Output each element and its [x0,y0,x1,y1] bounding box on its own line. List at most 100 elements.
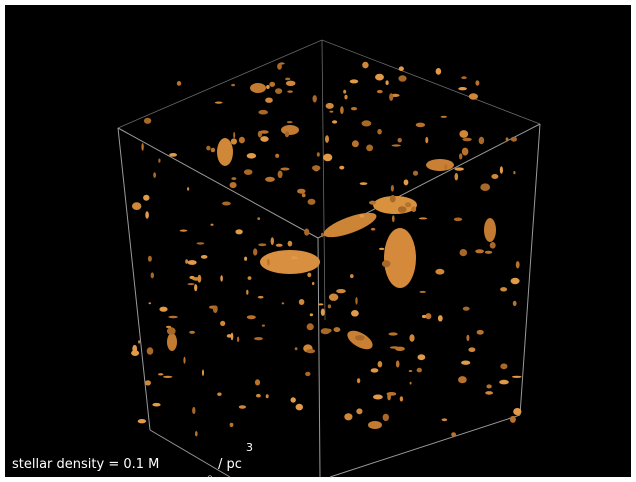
speck [141,143,144,151]
speck [152,402,161,407]
speck [229,182,237,189]
speck [362,61,369,69]
speck [459,153,463,160]
speck [187,260,197,265]
speck [318,303,324,306]
speck [217,392,222,396]
speck [480,183,491,191]
speck [475,249,484,254]
speck [453,217,463,222]
caption-superscript: 3 [246,441,253,454]
cube-edge [519,123,541,416]
speck [287,90,293,93]
speck [169,153,178,157]
speck [301,193,306,198]
speck [512,300,517,307]
speck [257,295,264,299]
speck [306,349,316,354]
speck [323,153,333,162]
speck [159,306,168,312]
speck [168,315,178,319]
speck [329,110,334,113]
speck [408,370,413,372]
speck [138,340,141,344]
speck [285,77,291,81]
speck [373,394,383,400]
speck [275,88,283,94]
cube-edge [149,429,231,478]
speck [176,81,182,86]
speck [361,120,372,127]
cube-edge [321,39,326,321]
speck [144,380,151,386]
speck [290,256,298,260]
speck [287,240,293,247]
speck [256,393,261,398]
speck [370,227,376,231]
speck [466,334,470,342]
speck [137,419,147,424]
speck [258,243,267,247]
speck [511,375,522,378]
speck [355,335,365,341]
speck [195,431,198,437]
speck [486,384,492,389]
speck [489,242,496,249]
speck [389,346,399,349]
speck [462,137,472,142]
speck [350,274,354,279]
speck [468,93,478,100]
speck [298,299,305,305]
speck [510,136,517,142]
speck [377,128,382,135]
speck [332,120,338,124]
speck [344,94,348,100]
speck [189,330,196,334]
speck [399,396,404,402]
speck [265,97,273,103]
speck [325,135,329,143]
speck [375,73,384,81]
speck [257,217,261,221]
speck [194,284,198,292]
clump [368,421,382,429]
speck [304,228,310,236]
speck [421,314,427,319]
speck [379,247,385,250]
speck [454,173,459,181]
speck [220,275,223,282]
speck [419,290,427,293]
speck [143,117,152,124]
speck [369,200,377,205]
speck [158,158,161,163]
speck [409,381,412,385]
clump [323,212,377,238]
speck [366,144,374,152]
speck [185,259,189,264]
speck [351,140,359,148]
caption-text: stellar density = 0.1 M [12,457,159,472]
speck [475,80,480,86]
speck [343,89,347,94]
speck [222,201,231,206]
speck [210,147,216,153]
speck [231,177,237,181]
speck [491,174,499,179]
speck [275,153,280,158]
speck [307,272,312,278]
speck [505,137,509,142]
clump [281,125,299,135]
speck [277,63,282,70]
speck [461,76,467,80]
speck [425,313,432,320]
speck [451,432,456,437]
speck [397,206,407,213]
speck [376,89,383,94]
speck [212,305,218,314]
speck [359,214,365,218]
speck [412,170,419,176]
speck [415,122,426,128]
speck [499,166,503,174]
speck [411,206,417,212]
